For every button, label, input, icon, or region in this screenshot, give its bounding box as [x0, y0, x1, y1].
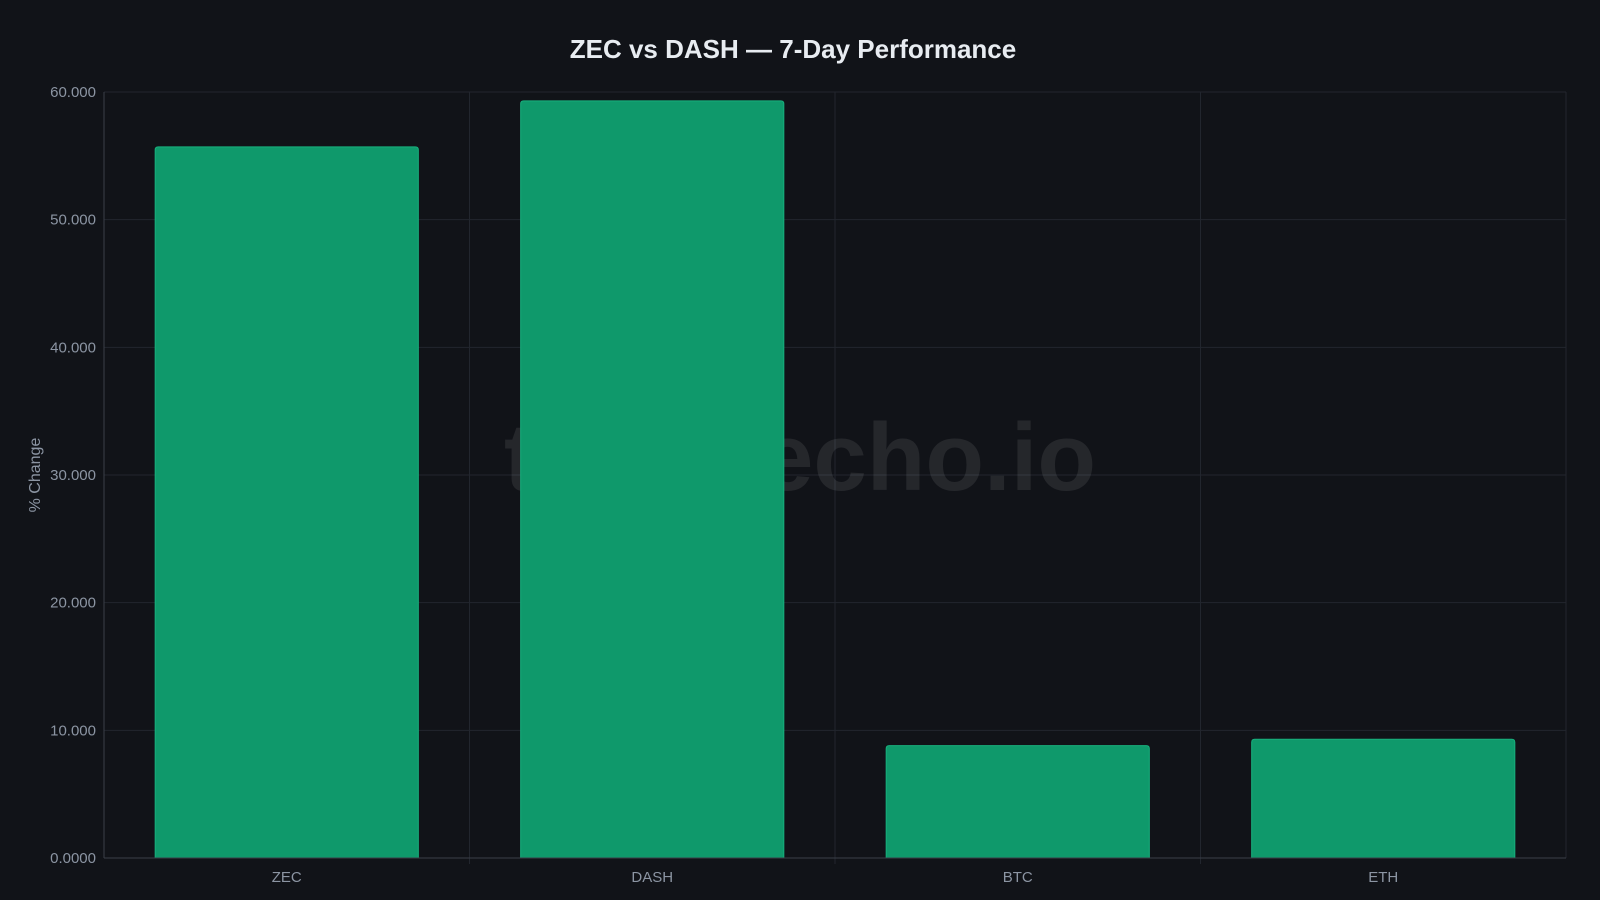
x-tick-labels: ZEC DASH BTC ETH	[272, 869, 1399, 886]
y-tick-label: 60.000	[50, 84, 96, 101]
x-tick-label: ETH	[1368, 869, 1398, 886]
bar-dash	[520, 100, 785, 859]
bar-btc	[885, 745, 1150, 859]
axes	[103, 92, 1566, 859]
x-tick-label: ZEC	[272, 869, 302, 886]
bar-zec	[154, 146, 419, 859]
y-tick-label: 10.000	[50, 722, 96, 739]
bars	[154, 100, 1516, 859]
x-tick-label: BTC	[1003, 869, 1033, 886]
y-tick-labels: 0.0000 10.000 20.000 30.000 40.000 50.000 60.0…	[50, 84, 96, 867]
y-tick-label: 30.000	[50, 467, 96, 484]
y-tick-label: 20.000	[50, 595, 96, 612]
y-axis-label: % Change	[27, 438, 44, 513]
x-tick-label: DASH	[631, 869, 673, 886]
y-tick-label: 50.000	[50, 212, 96, 229]
y-tick-label: 40.000	[50, 339, 96, 356]
chart-title: ZEC vs DASH — 7-Day Performance	[570, 34, 1016, 64]
y-tick-label: 0.0000	[50, 850, 96, 867]
bar-eth	[1251, 738, 1516, 859]
